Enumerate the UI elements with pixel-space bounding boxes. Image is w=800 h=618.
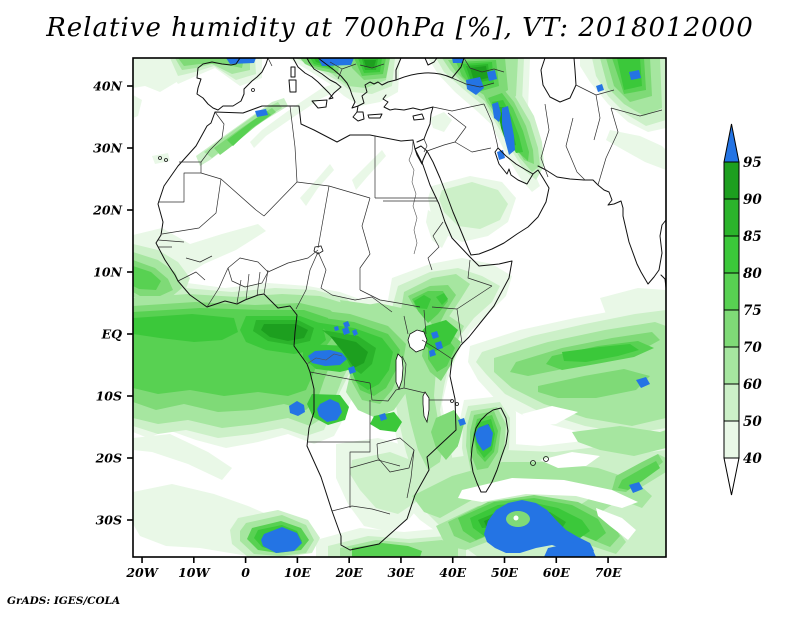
colorbar-label: 75 <box>743 303 762 319</box>
corsica-coast <box>290 66 296 78</box>
colorbar-label: 70 <box>743 340 762 356</box>
colorbar-segment <box>723 420 740 459</box>
colorbar-label: 90 <box>743 192 762 208</box>
colorbar-legend: 95 90 85 80 75 70 60 50 40 <box>723 123 762 496</box>
colorbar-segment <box>723 235 740 274</box>
x-tick-label: 60E <box>543 565 570 580</box>
y-tick-label: 40N <box>93 79 122 94</box>
x-tick-label: 40E <box>439 565 466 580</box>
colorbar-label: 95 <box>743 155 762 171</box>
caspian-coast <box>540 58 577 103</box>
greece-aegean-coast <box>357 79 397 107</box>
comoros-island-2 <box>455 402 459 406</box>
colorbar-label: 60 <box>743 377 762 393</box>
balkan-coast <box>317 58 359 113</box>
cyclone-dry-slots <box>458 406 638 540</box>
crete-coast <box>367 113 383 119</box>
y-tick-label: 20N <box>92 203 122 218</box>
cyprus-coast <box>412 113 425 121</box>
canary-island <box>158 156 162 160</box>
colorbar-label: 80 <box>743 266 762 282</box>
x-tick-label: 20W <box>125 565 159 580</box>
colorbar-segment <box>723 198 740 237</box>
sinai-coast <box>414 145 428 165</box>
plot-title: Relative humidity at 700hPa [%], VT: 201… <box>46 13 754 43</box>
colorbar-label: 40 <box>743 451 762 467</box>
anatolia-coast <box>382 94 434 143</box>
y-axis-ticks: 40N 30N 20N 10N EQ 10S 20S 30S <box>92 79 133 528</box>
sicily-coast <box>311 99 328 109</box>
x-tick-label: 20E <box>335 565 363 580</box>
italy-coast <box>292 58 342 100</box>
x-tick-label: 0 <box>241 565 250 580</box>
canary-island-2 <box>164 158 168 162</box>
blacksea-east-coast <box>451 58 465 79</box>
crimea-coast <box>424 58 438 66</box>
x-tick-label: 10E <box>284 565 311 580</box>
blacksea-south-coast <box>395 72 453 81</box>
colorbar-segment <box>723 309 740 348</box>
iberia-coast <box>196 58 269 111</box>
africa-coast <box>155 105 513 551</box>
lake-victoria <box>407 329 428 353</box>
peloponnese-coast <box>352 111 365 122</box>
x-tick-label: 10W <box>178 565 211 580</box>
colorbar-below-arrow <box>723 457 740 496</box>
coastlines <box>155 58 666 551</box>
colorbar-label: 50 <box>743 414 762 430</box>
colorbar-segment <box>723 346 740 385</box>
y-tick-label: EQ <box>101 327 123 342</box>
colorbar-segment <box>723 383 740 422</box>
humidity-shading <box>133 58 666 557</box>
y-tick-label: 10S <box>96 389 122 404</box>
x-tick-label: 30E <box>387 565 414 580</box>
colorbar-label: 85 <box>743 229 762 245</box>
cyclone-eye <box>506 511 530 527</box>
madagascar-coast <box>470 407 509 493</box>
comoros-island <box>450 399 454 403</box>
colorbar-segment <box>723 272 740 311</box>
map-frame <box>132 57 667 558</box>
iran-india-coast <box>497 147 666 285</box>
reunion-island <box>530 460 536 466</box>
blacksea-west-coast <box>395 58 402 81</box>
balearic-island <box>251 88 255 92</box>
colorbar-above-arrow <box>723 123 740 163</box>
x-tick-label: 50E <box>491 565 518 580</box>
nile-river <box>408 140 418 255</box>
arabia-coast <box>426 147 550 256</box>
x-tick-label: 70E <box>595 565 622 580</box>
lake-chad <box>313 245 324 255</box>
grads-stamp: GrADS: IGES/COLA <box>7 595 121 607</box>
congo-river <box>306 353 343 365</box>
colorbar-segment <box>723 161 740 200</box>
y-tick-label: 20S <box>95 451 122 466</box>
mauritius-island <box>543 456 549 462</box>
x-axis-ticks: 20W 10W 0 10E 20E 30E 40E 50E 60E 70E <box>125 557 622 580</box>
y-tick-label: 30N <box>93 141 122 156</box>
country-borders <box>157 58 663 515</box>
sardinia-coast <box>288 79 297 93</box>
y-tick-label: 30S <box>96 513 122 528</box>
y-tick-label: 10N <box>93 265 122 280</box>
